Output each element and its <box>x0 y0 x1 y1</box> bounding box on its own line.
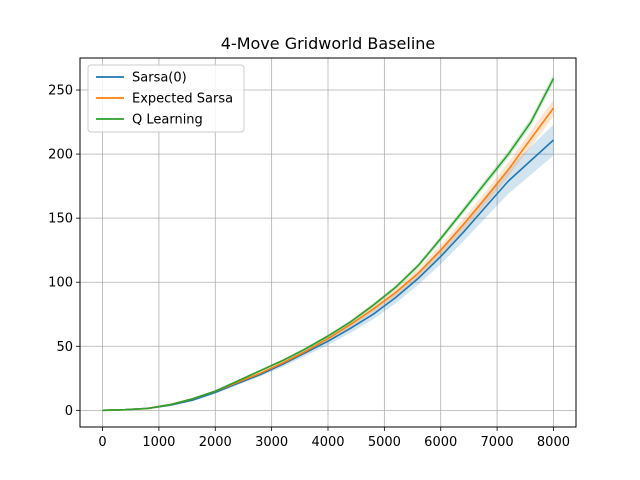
legend-box <box>87 64 245 133</box>
y-tick-label: 0 <box>65 404 73 419</box>
x-tick-label: 3000 <box>255 435 288 450</box>
chart-title: 4-Move Gridworld Baseline <box>221 34 436 53</box>
legend-label: Expected Sarsa <box>132 92 233 107</box>
x-tick-label: 0 <box>98 435 106 450</box>
x-tick-label: 6000 <box>424 435 457 450</box>
legend: Sarsa(0) Expected Sarsa Q Learning <box>87 64 245 133</box>
x-tick-label: 7000 <box>481 435 514 450</box>
series-line <box>102 78 555 412</box>
x-tick-label: 1000 <box>142 435 175 450</box>
axis-ticks: 0 1000 2000 3000 4000 5000 6000 7000 8000 0 50 100 1… <box>48 84 570 450</box>
y-tick-label: 100 <box>48 276 73 291</box>
x-tick-label: 8000 <box>537 435 570 450</box>
y-tick-label: 50 <box>56 340 73 355</box>
y-tick-label: 150 <box>48 212 73 227</box>
x-tick-label: 4000 <box>311 435 344 450</box>
y-tick-label: 250 <box>48 84 73 99</box>
legend-label: Q Learning <box>132 113 203 128</box>
series-line <box>102 139 555 412</box>
series-lines <box>102 78 555 412</box>
grid-lines <box>80 58 576 427</box>
x-tick-label: 5000 <box>368 435 401 450</box>
legend-label: Sarsa(0) <box>132 71 187 86</box>
y-tick-label: 200 <box>48 148 73 163</box>
x-tick-label: 2000 <box>199 435 232 450</box>
